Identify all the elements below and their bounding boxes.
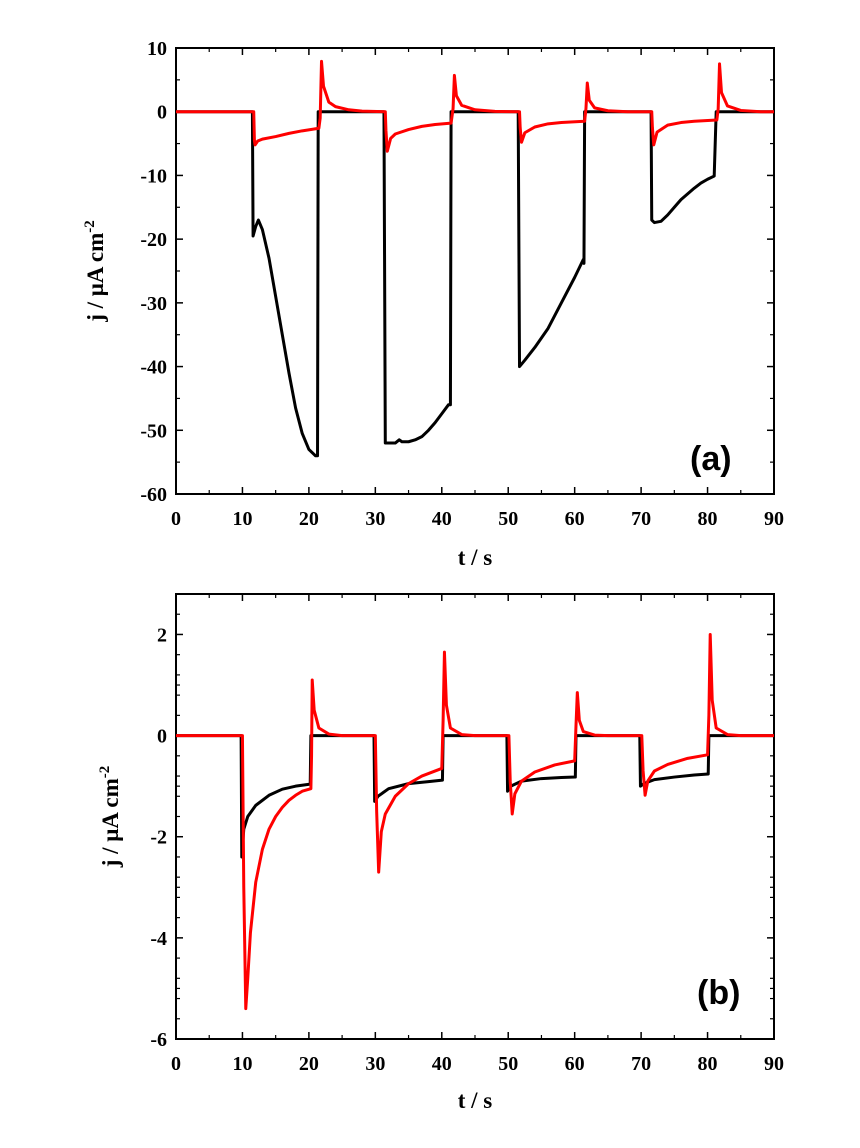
x-tick-label-b: 80 [698,1053,718,1075]
y-tick-label-a: -20 [140,229,167,251]
x-tick-label-a: 60 [565,508,585,530]
panel-label-b: (b) [697,974,740,1012]
y-axis-title-a: j / μA cm-2 [82,220,108,323]
y-axis-title-b: j / μA cm-2 [97,766,123,869]
x-axis-title-b: t / s [458,1088,493,1113]
x-tick-label-a: 90 [764,508,784,530]
y-tick-label-a: -40 [140,357,167,379]
x-tick-label-a: 30 [365,508,385,530]
series-line-red-a [176,59,774,153]
x-tick-label-a: 10 [232,508,252,530]
chart-panel-a: 0 10 20 30 40 50 60 70 80 90 -60 -50 -40 -30 -20 -10 0 10… [82,38,784,570]
x-tick-label-a: 0 [171,508,181,530]
y-tick-label-b: 2 [157,624,167,646]
y-tick-label-a: -60 [140,484,167,506]
y-tick-label-b: -4 [150,928,167,950]
y-axis-title-sup-a: -2 [82,220,98,233]
x-tick-label-a: 40 [432,508,452,530]
y-tick-label-a: -30 [140,293,167,315]
x-tick-label-b: 10 [232,1053,252,1075]
x-tick-label-b: 30 [365,1053,385,1075]
y-axis-title-main-a: j / μA cm [83,233,108,323]
x-tick-label-b: 90 [764,1053,784,1075]
x-axis-title-a: t / s [458,545,493,570]
x-tick-label-b: 20 [299,1053,319,1075]
panel-label-a: (a) [690,440,732,478]
x-tick-label-a: 50 [498,508,518,530]
y-tick-label-a: -50 [140,420,167,442]
y-tick-label-a: 10 [147,38,167,60]
x-tick-label-b: 70 [631,1053,651,1075]
y-axis-title-sup-b: -2 [97,766,113,779]
x-tick-label-b: 60 [565,1053,585,1075]
y-tick-label-b: 0 [157,726,167,748]
y-tick-label-b: -6 [150,1029,167,1051]
chart-panel-b: 0 10 20 30 40 50 60 70 80 90 -6 -4 -2 0 2 t / s j / μA c… [97,593,784,1113]
y-tick-label-a: -10 [140,165,167,187]
series-line-black-a [176,110,774,458]
series-line-red-b [176,632,774,1011]
y-tick-label-a: 0 [157,102,167,124]
x-tick-label-a: 70 [631,508,651,530]
x-tick-label-b: 40 [432,1053,452,1075]
y-tick-label-b: -2 [150,827,167,849]
y-axis-title-main-b: j / μA cm [98,778,123,868]
x-tick-label-a: 20 [299,508,319,530]
x-tick-label-b: 50 [498,1053,518,1075]
x-tick-label-b: 0 [171,1053,181,1075]
x-tick-label-a: 80 [698,508,718,530]
